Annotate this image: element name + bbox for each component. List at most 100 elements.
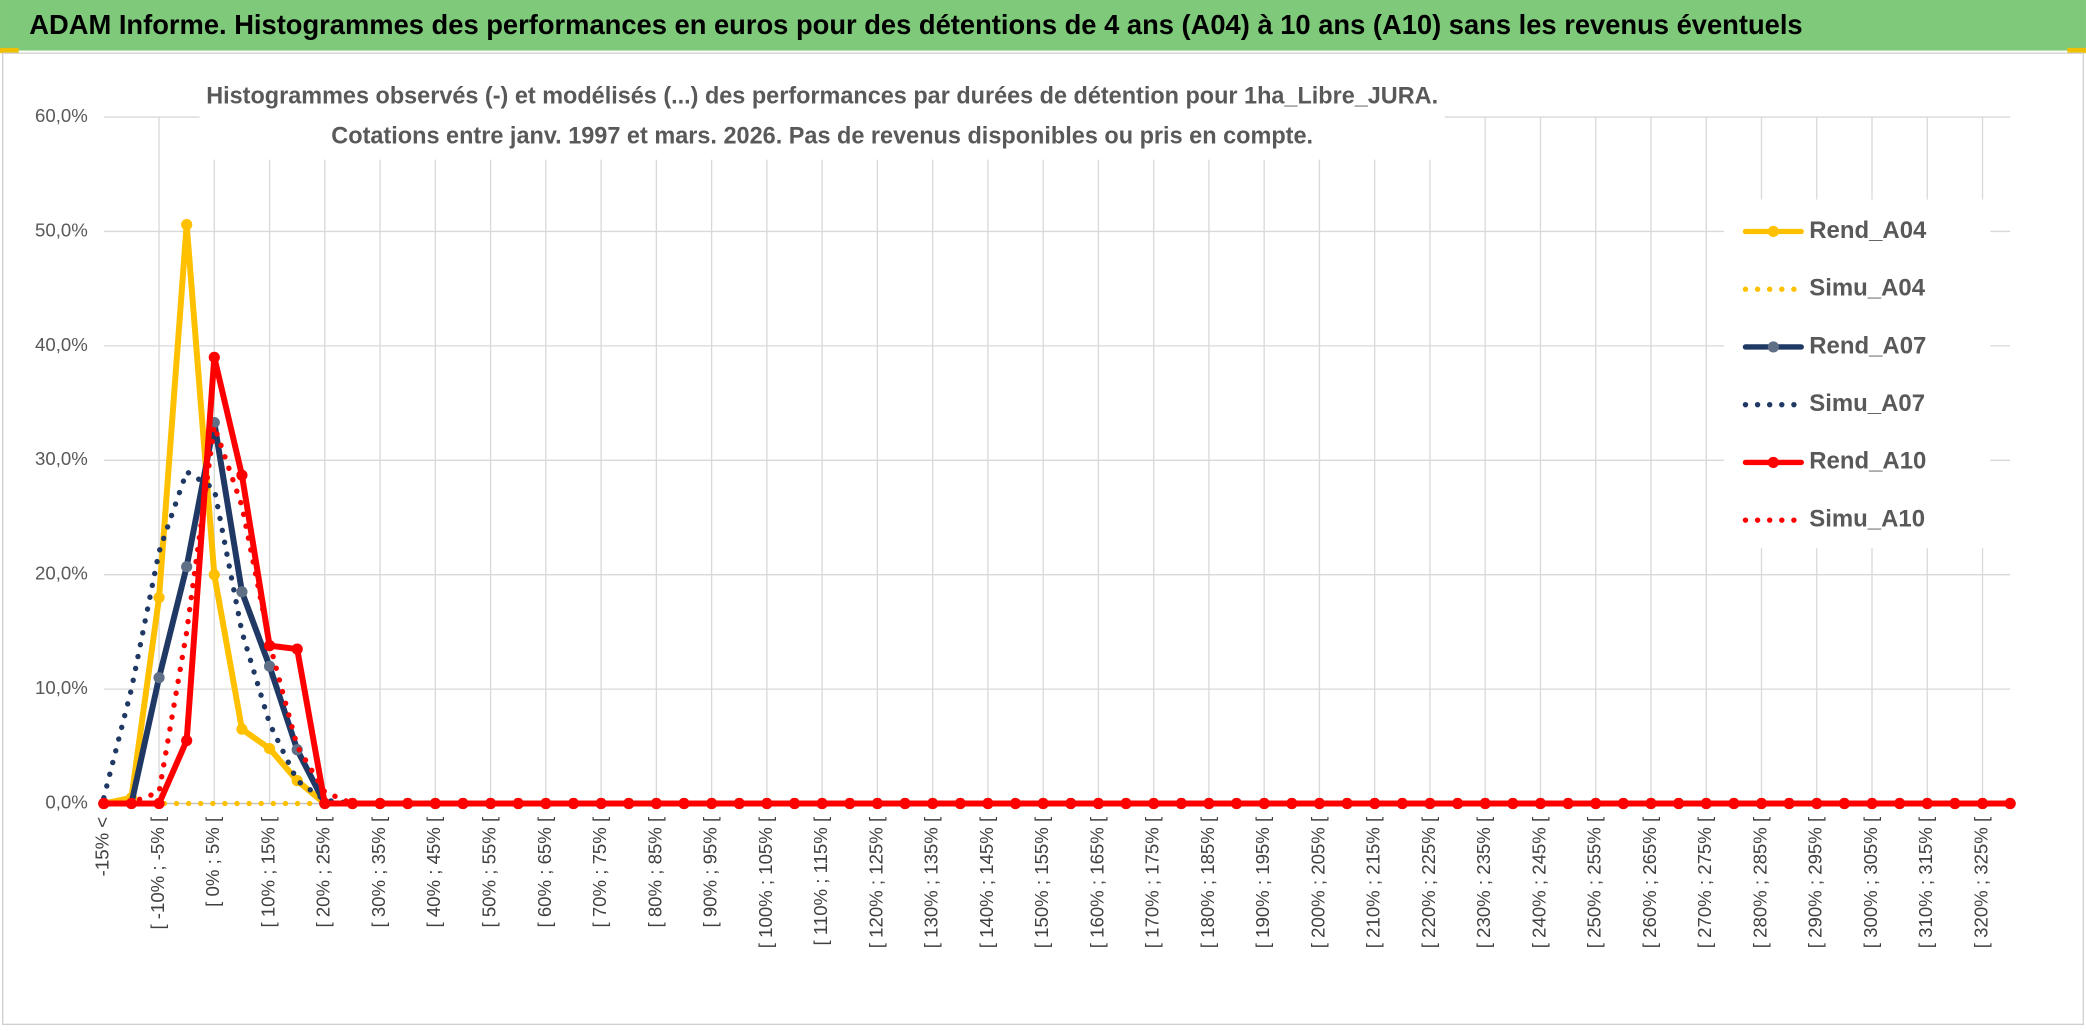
x-tick-label: [ 200% ; 205% [ <box>1307 816 1328 948</box>
series-marker <box>208 351 220 363</box>
series-marker <box>236 723 248 735</box>
x-tick-label: [ 90% ; 95% [ <box>700 816 721 928</box>
series-marker <box>2004 797 2016 810</box>
corner-accent <box>0 47 19 54</box>
x-tick-label: [ 0% ; 5% [ <box>202 816 223 907</box>
series-marker <box>954 797 966 810</box>
series-marker <box>1009 797 1022 810</box>
x-tick-label: [ 80% ; 85% [ <box>644 816 665 928</box>
x-tick-label: [ 110% ; 115% [ <box>810 816 831 945</box>
series-marker <box>927 797 939 810</box>
series-marker <box>346 797 359 810</box>
x-tick-label: [ 190% ; 195% [ <box>1252 816 1273 948</box>
series-marker <box>1617 797 1629 810</box>
legend-marker <box>1767 225 1779 238</box>
series-marker <box>733 797 745 810</box>
series-marker <box>208 569 220 581</box>
title-backdrop <box>199 77 1445 160</box>
series-marker <box>153 672 165 684</box>
x-tick-label: [ 70% ; 75% [ <box>589 816 610 928</box>
legend-label: Simu_A04 <box>1809 275 1925 302</box>
x-tick-label: [ 10% ; 15% [ <box>257 816 278 928</box>
x-tick-label: [ 320% ; 325% [ <box>1970 816 1991 948</box>
legend-label: Simu_A07 <box>1809 390 1925 417</box>
series-marker <box>540 797 552 810</box>
chart-subtitle: Cotations entre janv. 1997 et mars. 2026… <box>331 122 1313 149</box>
series-marker <box>1396 797 1408 810</box>
legend-label: Simu_A10 <box>1809 505 1925 532</box>
series-marker <box>706 797 718 810</box>
x-tick-label: [ 120% ; 125% [ <box>865 816 886 948</box>
x-tick-label: [ 220% ; 225% [ <box>1418 816 1439 948</box>
series-marker <box>1230 797 1243 810</box>
x-tick-label: [ 180% ; 185% [ <box>1197 816 1218 948</box>
series-marker <box>1507 797 1519 810</box>
series-marker <box>1148 797 1160 810</box>
x-tick-label: [ -10% ; -5% [ <box>147 816 168 930</box>
chart-title: Histogrammes observés (-) et modélisés (… <box>206 82 1438 109</box>
series-marker <box>1700 797 1712 810</box>
x-tick-label: [ 290% ; 295% [ <box>1805 816 1826 948</box>
series-marker <box>181 561 193 573</box>
series-marker <box>1783 797 1795 810</box>
legend-label: Rend_A10 <box>1809 448 1926 475</box>
y-tick-label: 60,0% <box>35 105 88 126</box>
y-tick-label: 30,0% <box>35 448 88 469</box>
y-tick-label: 50,0% <box>35 219 88 240</box>
series-marker <box>263 660 276 672</box>
x-tick-label: [ 60% ; 65% [ <box>534 816 555 928</box>
y-tick-label: 10,0% <box>35 677 88 698</box>
x-tick-label: [ 30% ; 35% [ <box>368 816 389 928</box>
x-tick-label: [ 250% ; 255% [ <box>1584 816 1605 948</box>
x-tick-label: [ 310% ; 315% [ <box>1915 816 1936 948</box>
series-marker <box>1424 797 1436 810</box>
series-marker <box>1534 797 1547 810</box>
x-tick-label: [ 270% ; 275% [ <box>1694 816 1715 948</box>
series-marker <box>512 797 524 810</box>
series-marker <box>1037 797 1049 810</box>
series-marker <box>181 219 193 231</box>
series-marker <box>457 797 469 810</box>
x-tick-label: [ 50% ; 55% [ <box>479 816 500 928</box>
x-tick-label: -15% < <box>92 817 113 876</box>
series-marker <box>1894 797 1906 810</box>
corner-accent <box>2067 47 2086 54</box>
series-marker <box>1811 797 1823 810</box>
x-tick-label: [ 210% ; 215% [ <box>1363 816 1384 948</box>
series-marker <box>319 797 331 810</box>
legend-marker <box>1767 341 1779 353</box>
chart-frame <box>2 52 2084 1026</box>
series-marker <box>1341 797 1353 810</box>
y-tick-label: 40,0% <box>35 334 88 355</box>
y-tick-label: 20,0% <box>35 563 88 584</box>
series-marker <box>236 586 248 598</box>
x-tick-label: [ 280% ; 285% [ <box>1749 816 1770 948</box>
x-tick-label: [ 300% ; 305% [ <box>1860 816 1881 948</box>
series-marker <box>844 797 856 810</box>
y-tick-label: 0,0% <box>45 791 87 812</box>
series-marker <box>429 797 441 810</box>
series-marker <box>1921 797 1933 810</box>
series-marker <box>153 591 165 604</box>
series-marker <box>623 797 635 810</box>
header-band <box>0 0 2086 51</box>
x-tick-label: [ 140% ; 145% [ <box>976 816 997 948</box>
series-marker <box>291 643 303 655</box>
series-marker <box>1120 797 1132 810</box>
x-tick-label: [ 260% ; 265% [ <box>1639 816 1660 948</box>
legend-label: Rend_A04 <box>1809 217 1927 244</box>
series-marker <box>263 743 276 755</box>
x-tick-label: [ 100% ; 105% [ <box>755 816 776 948</box>
legend-box <box>1724 199 1991 549</box>
series-marker <box>153 797 165 810</box>
series-marker <box>1728 797 1740 810</box>
series-marker <box>1313 797 1326 810</box>
series-marker <box>1203 797 1215 810</box>
header-title: ADAM Informe. Histogrammes des performan… <box>29 9 1802 40</box>
series-marker <box>816 797 828 810</box>
x-tick-label: [ 20% ; 25% [ <box>313 816 334 928</box>
x-tick-label: [ 130% ; 135% [ <box>921 816 942 948</box>
series-marker <box>181 735 193 747</box>
